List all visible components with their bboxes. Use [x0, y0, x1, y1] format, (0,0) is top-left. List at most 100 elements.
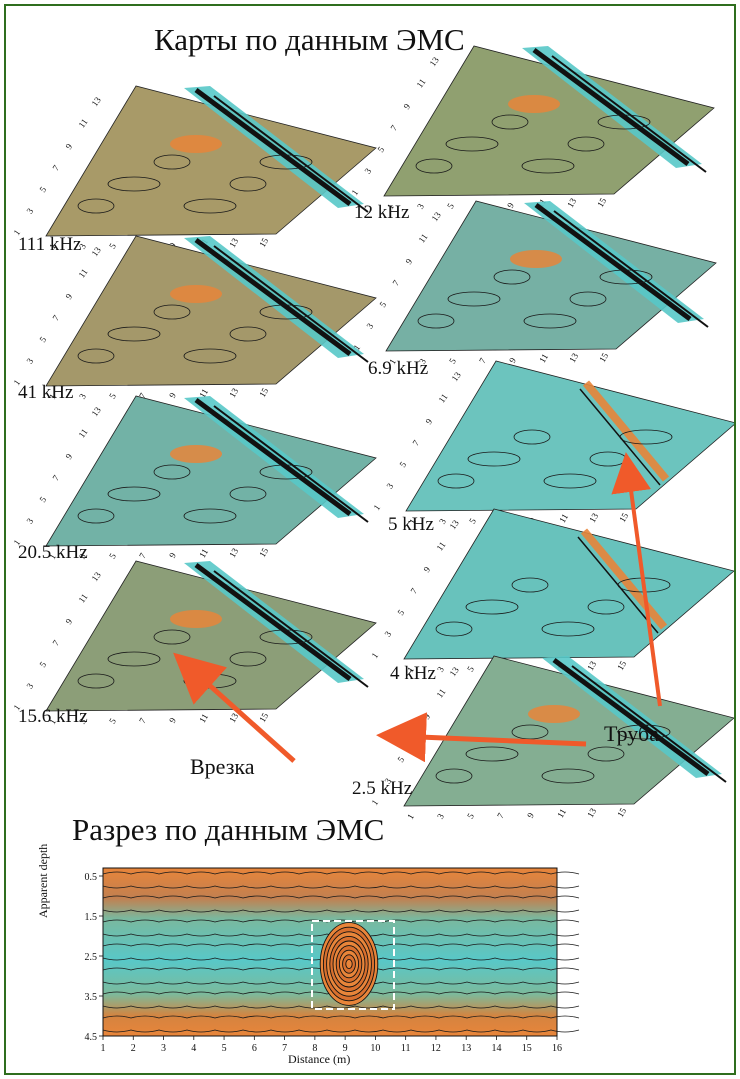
map-x-tick: 3: [77, 241, 88, 250]
freq-label-111khz: 111 kHz: [18, 234, 82, 255]
map-y-tick: 3: [382, 776, 393, 786]
map-y-tick: 3: [24, 356, 35, 366]
map-y-tick: 5: [377, 299, 388, 309]
map-y-tick: 1: [369, 651, 380, 660]
section-contour: [102, 871, 580, 875]
map-x-tick: 3: [77, 551, 88, 560]
section-x-tick: 11: [401, 1043, 411, 1054]
map-y-tick: 7: [50, 313, 61, 323]
pipe-arrow-to-map: [611, 452, 662, 707]
map-x-tick: 9: [167, 390, 178, 399]
section-chart: 1 2 3 4 5 6 7 8 9 10 11 12 13 14 15 160.51.52.53.54.5: [85, 867, 580, 1054]
map-x-tick: 1: [47, 717, 58, 726]
map-y-tick: 5: [37, 184, 48, 194]
map-y-tick: 9: [63, 616, 74, 626]
section-xlabel: Distance (m): [288, 1052, 351, 1066]
section-contour: [102, 885, 580, 889]
map-x-tick: 3: [417, 356, 428, 365]
section-x-tick: 12: [431, 1043, 441, 1054]
section-x-tick: 5: [222, 1043, 227, 1054]
section-x-tick: 14: [491, 1043, 501, 1054]
map-y-tick: 3: [382, 629, 393, 639]
map-x-tick: 1: [387, 357, 398, 366]
map-y-tick: 5: [37, 334, 48, 344]
section-x-tick: 8: [312, 1043, 317, 1054]
map-x-tick: 3: [77, 716, 88, 725]
map-y-tick: 7: [50, 638, 61, 648]
map-x-tick: 5: [465, 811, 476, 820]
section-x-tick: 7: [282, 1043, 287, 1054]
map-y-tick: 9: [401, 101, 412, 111]
map-y-tick: 5: [37, 494, 48, 504]
map-y-tick: 1: [11, 378, 22, 387]
map-x-tick: 9: [167, 715, 178, 724]
map-x-tick: 11: [197, 712, 210, 725]
map-y-tick: 9: [423, 416, 434, 426]
map-y-tick: 3: [24, 681, 35, 691]
freq-label-2-5khz: 2.5 kHz: [352, 778, 413, 799]
map-y-tick: 3: [364, 321, 375, 331]
map-y-tick: 5: [375, 144, 386, 154]
freq-label-41khz: 41 kHz: [18, 382, 74, 403]
map-x-tick: 1: [407, 517, 418, 526]
insertion-callout-label: Врезка: [190, 754, 255, 779]
map-y-tick: 9: [63, 451, 74, 461]
section-contour: [102, 909, 580, 913]
maps-title: Карты по данным ЭМС: [154, 22, 465, 57]
pipe-anomaly-contour: [345, 958, 353, 970]
map-x-tick: 3: [435, 664, 446, 673]
map-x-tick: 9: [507, 355, 518, 364]
callout-arrows: [173, 452, 662, 763]
map-y-tick: 5: [395, 607, 406, 617]
map-x-tick: 1: [47, 242, 58, 251]
map-x-tick: 7: [137, 391, 148, 400]
map-x-tick: 1: [47, 552, 58, 561]
map-x-tick: 9: [505, 200, 516, 209]
freq-label-12khz: 12 kHz: [354, 202, 410, 223]
section-y-tick: 1.5: [85, 912, 98, 923]
figure-frame: Карты по данным ЭМС 13579111315135791113…: [4, 4, 736, 1075]
map-x-tick: 5: [467, 516, 478, 525]
map-x-tick: 1: [47, 392, 58, 401]
map-x-tick: 3: [77, 391, 88, 400]
map-x-tick: 5: [447, 356, 458, 365]
insertion-arrow: [173, 652, 296, 763]
map-x-tick: 5: [107, 391, 118, 400]
pipe-arrow-to-section: [376, 712, 587, 763]
map-x-tick: 5: [107, 716, 118, 725]
freq-label-4khz: 4 kHz: [390, 663, 436, 684]
frequency-maps: 1357911131513579111313579111315135791113…: [11, 45, 734, 821]
section-contour: [102, 1029, 580, 1033]
map-y-tick: 1: [351, 343, 362, 352]
section-x-tick: 2: [131, 1043, 136, 1054]
map-x-tick: 1: [385, 202, 396, 211]
map-x-tick: 5: [445, 201, 456, 210]
section-x-tick: 6: [252, 1043, 257, 1054]
freq-label-15-6khz: 15.6 kHz: [18, 706, 88, 727]
map-y-tick: 1: [371, 503, 382, 512]
map-y-tick: 9: [63, 141, 74, 151]
map-y-tick: 3: [384, 481, 395, 491]
map-x-tick: 3: [415, 201, 426, 210]
map-y-tick: 1: [11, 538, 22, 547]
map-y-tick: 7: [50, 473, 61, 483]
pipe-highlight-box: [311, 920, 395, 1010]
map-x-tick: 5: [465, 664, 476, 673]
freq-label-5khz: 5 kHz: [388, 514, 434, 535]
map-x-tick: 11: [197, 547, 210, 560]
map-x-tick: 5: [107, 551, 118, 560]
map-x-tick: 11: [557, 512, 570, 525]
freq-label-6-9khz: 6.9 kHz: [368, 358, 429, 379]
map-y-tick: 3: [24, 516, 35, 526]
map-x-tick: 7: [477, 356, 488, 365]
section-x-tick: 4: [191, 1043, 196, 1054]
pipe-callout-label: Труба: [604, 721, 659, 746]
map-x-tick: 7: [137, 716, 148, 725]
map-y-tick: 9: [63, 291, 74, 301]
